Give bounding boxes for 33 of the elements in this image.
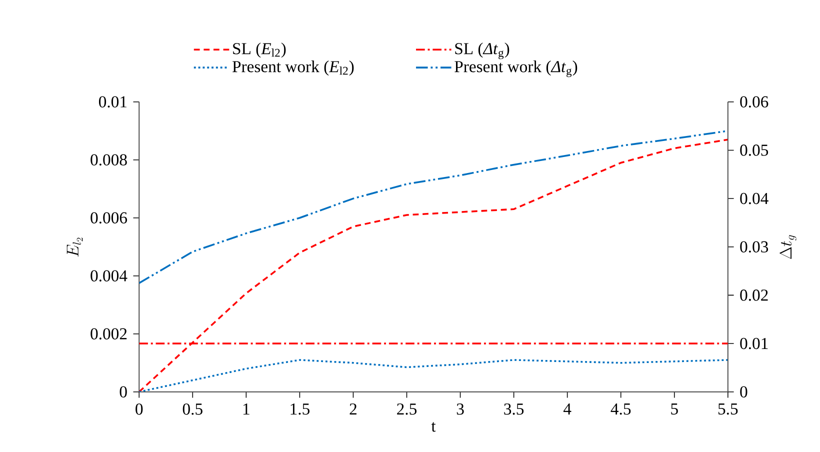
x-tick-label: 4: [563, 404, 572, 415]
x-tick-label: 3: [456, 404, 464, 415]
x-tick-label: 1: [243, 404, 250, 415]
y2-tick-label: 0: [740, 386, 748, 398]
y2-tick-label: 0.01: [740, 338, 768, 350]
y2-tick-label: 0.02: [740, 290, 768, 302]
y2-tick-label: 0.06: [740, 96, 768, 108]
y2-tick-label: 0.03: [740, 241, 768, 253]
x-tick-label: 2: [350, 404, 356, 415]
x-tick-label: 0: [136, 404, 143, 415]
y-axis-title: $E_{l_2}$: [66, 238, 83, 257]
x-tick-label: 3.5: [504, 404, 524, 415]
y2-tick-label: 0.05: [740, 144, 768, 156]
legend-label: Present work (E$_{l2}$): [232, 60, 354, 76]
legend-label: SL (E$_{l2}$): [233, 42, 286, 58]
y-tick-label: 0.002: [90, 328, 127, 340]
x-axis-title: t: [431, 422, 436, 432]
y-tick-label: 0.004: [90, 270, 128, 282]
x-tick-label: 1.5: [290, 404, 310, 415]
y2-axis-title: $\Delta t_g$: [780, 235, 796, 260]
y2-tick-label: 0.04: [740, 193, 768, 204]
x-tick-label: 4.5: [610, 404, 631, 415]
legend-label: SL (Δt$_{g}$): [455, 42, 510, 60]
x-tick-label: 5.5: [718, 404, 738, 415]
x-tick-label: 0.5: [182, 404, 202, 415]
x-tick-label: 2.5: [397, 404, 417, 415]
y-tick-label: 0: [120, 386, 127, 398]
y-tick-label: 0.006: [90, 212, 128, 224]
line-series: [139, 130, 728, 284]
y-tick-label: 0.01: [98, 96, 126, 108]
y-tick-label: 0.008: [90, 154, 127, 166]
x-tick-label: 5: [671, 404, 678, 415]
legend-label: Present work (Δt$_{g}$): [454, 60, 578, 78]
